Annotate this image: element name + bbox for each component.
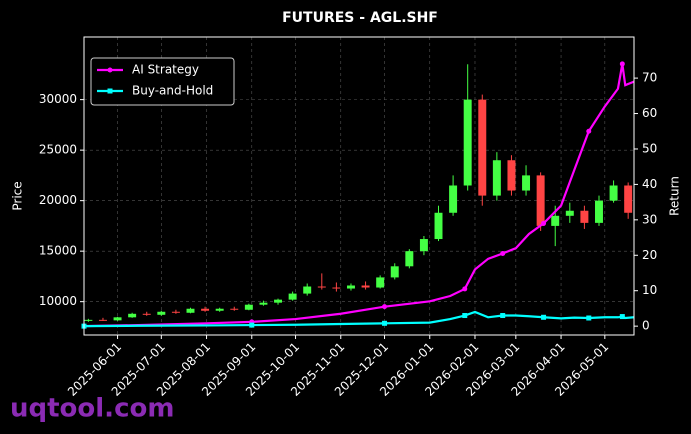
- y2-tick-label: 20: [642, 248, 657, 262]
- return-line: [83, 63, 635, 328]
- y2-tick-label: 10: [642, 283, 657, 297]
- candle-body: [186, 308, 195, 313]
- line-marker: [462, 286, 468, 292]
- y-tick-label: 15000: [39, 244, 77, 258]
- legend-label: AI Strategy: [132, 63, 199, 77]
- candle-body: [565, 210, 574, 216]
- line-marker: [541, 220, 547, 226]
- candle-body: [624, 185, 633, 213]
- y2-tick-label: 40: [642, 177, 657, 191]
- line-marker: [382, 320, 388, 326]
- return-line: [83, 310, 635, 328]
- y2-tick-label: 50: [642, 141, 657, 155]
- line-marker: [462, 313, 468, 319]
- candle-body: [595, 200, 603, 223]
- candle-body: [434, 212, 443, 240]
- candle-body: [551, 215, 560, 226]
- candle-body: [98, 319, 107, 321]
- y2-tick-label: 30: [642, 212, 657, 226]
- candle-body: [113, 317, 122, 321]
- candle-body: [230, 308, 239, 310]
- candle-body: [405, 251, 414, 267]
- line-marker: [619, 314, 625, 320]
- y-tick-label: 25000: [39, 143, 77, 157]
- legend-marker: [107, 67, 113, 73]
- candle-body: [128, 313, 137, 318]
- candle-body: [332, 287, 341, 289]
- candle-body: [492, 160, 501, 196]
- candle-body: [244, 304, 253, 310]
- y-tick-label: 10000: [39, 294, 77, 308]
- plot-frame: [83, 36, 635, 336]
- candle-body: [259, 302, 268, 305]
- line-marker: [619, 61, 625, 67]
- candle-body: [463, 99, 472, 186]
- candle-body: [390, 266, 399, 278]
- candle-body: [478, 99, 487, 196]
- candle-body: [274, 299, 283, 303]
- line-marker: [586, 128, 592, 134]
- candle-body: [201, 308, 210, 311]
- line-marker: [382, 304, 388, 310]
- candle-body: [536, 175, 545, 226]
- candle-body: [142, 313, 151, 315]
- candle-body: [376, 277, 385, 288]
- y2-tick-label: 60: [642, 106, 657, 120]
- candle-body: [171, 311, 180, 313]
- y-axis-label: Price: [11, 181, 25, 210]
- candle-body: [157, 311, 166, 315]
- candle-body: [317, 286, 326, 288]
- legend-marker: [107, 88, 113, 94]
- legend: AI Strategy Buy-and-Hold: [90, 57, 235, 106]
- y2-tick-label: 70: [642, 71, 657, 85]
- legend-box: [90, 57, 235, 106]
- candle-body: [361, 285, 370, 288]
- legend-label: Buy-and-Hold: [132, 84, 213, 98]
- candle-body: [303, 286, 312, 294]
- line-marker: [541, 314, 547, 320]
- y2-tick-label: 0: [642, 319, 650, 333]
- candle-body: [288, 293, 297, 300]
- y-tick-label: 30000: [39, 92, 77, 106]
- candle-body: [346, 285, 355, 289]
- line-marker: [500, 313, 506, 319]
- line-marker: [500, 251, 506, 257]
- candle-body: [449, 185, 458, 213]
- candle-body: [215, 308, 224, 311]
- candle-body: [419, 239, 428, 252]
- candle-body: [580, 210, 589, 223]
- candle-body: [507, 160, 516, 191]
- line-marker: [249, 322, 255, 328]
- candle-body: [609, 185, 618, 201]
- y-tick-label: 20000: [39, 193, 77, 207]
- chart-title: FUTURES - AGL.SHF: [282, 10, 438, 26]
- y2-axis-label: Return: [668, 176, 682, 216]
- candle-body: [84, 319, 93, 321]
- line-marker: [586, 315, 592, 321]
- plot-area: 2025-06-012025-07-012025-08-012025-09-01…: [39, 36, 657, 399]
- watermark: uqtool.com: [10, 394, 174, 424]
- candle-body: [522, 175, 531, 191]
